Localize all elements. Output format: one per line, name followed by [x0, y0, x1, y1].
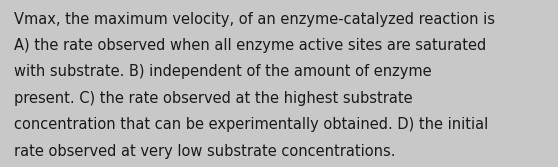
Text: concentration that can be experimentally obtained. D) the initial: concentration that can be experimentally…	[14, 117, 488, 132]
Text: with substrate. B) independent of the amount of enzyme: with substrate. B) independent of the am…	[14, 64, 431, 79]
Text: rate observed at very low substrate concentrations.: rate observed at very low substrate conc…	[14, 144, 396, 159]
Text: present. C) the rate observed at the highest substrate: present. C) the rate observed at the hig…	[14, 91, 412, 106]
Text: Vmax, the maximum velocity, of an enzyme-catalyzed reaction is: Vmax, the maximum velocity, of an enzyme…	[14, 12, 495, 27]
Text: A) the rate observed when all enzyme active sites are saturated: A) the rate observed when all enzyme act…	[14, 38, 486, 53]
